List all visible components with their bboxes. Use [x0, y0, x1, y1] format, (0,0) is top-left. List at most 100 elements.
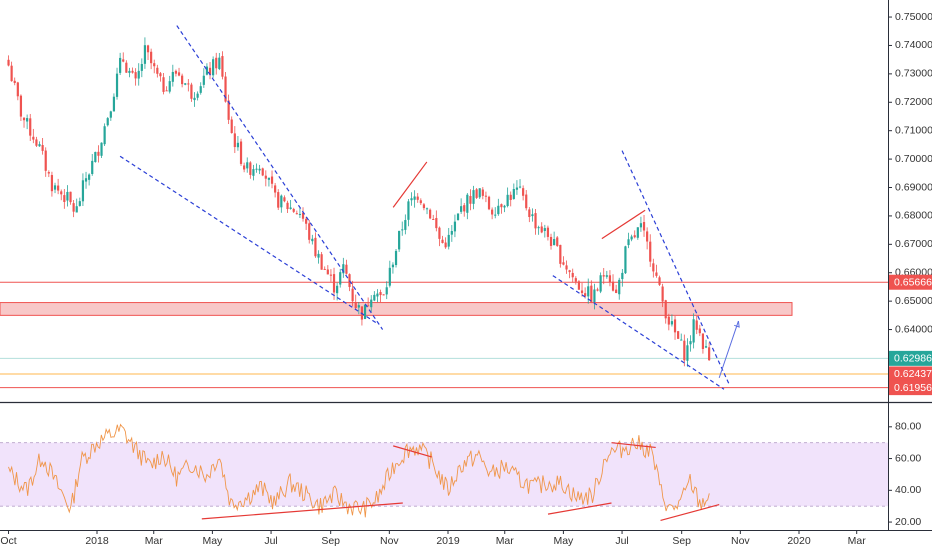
candle-body[interactable] [562, 262, 565, 265]
candle-body[interactable] [456, 213, 460, 221]
candle-body[interactable] [345, 264, 348, 274]
candle-body[interactable] [469, 196, 472, 204]
candle-body[interactable] [47, 172, 50, 174]
candle-body[interactable] [286, 202, 289, 210]
candle-body[interactable] [215, 57, 218, 69]
candle-body[interactable] [109, 111, 112, 118]
candle-body[interactable] [398, 230, 401, 250]
candle-body[interactable] [339, 272, 342, 285]
candle-body[interactable] [162, 77, 165, 92]
candle-body[interactable] [88, 174, 91, 180]
candle-body[interactable] [199, 86, 202, 93]
candle-body[interactable] [447, 234, 450, 247]
price-level-badge[interactable] [889, 274, 932, 290]
candle-body[interactable] [26, 118, 29, 122]
candle-body[interactable] [515, 187, 519, 190]
candle-body[interactable] [525, 194, 528, 209]
candle-body[interactable] [441, 239, 444, 244]
candle-body[interactable] [373, 294, 376, 301]
candle-body[interactable] [425, 208, 429, 210]
candle-body[interactable] [655, 272, 658, 276]
candle-body[interactable] [487, 196, 491, 210]
candle-body[interactable] [404, 220, 407, 230]
candle-body[interactable] [565, 265, 568, 270]
candle-body[interactable] [298, 213, 302, 215]
candle-body[interactable] [472, 190, 475, 204]
candle-body[interactable] [646, 231, 649, 242]
candle-body[interactable] [270, 176, 274, 184]
price-level-badge[interactable] [889, 366, 932, 382]
candle-body[interactable] [391, 264, 395, 268]
divergence-trendline[interactable] [601, 209, 646, 240]
candle-body[interactable] [348, 274, 351, 287]
candle-body[interactable] [528, 209, 531, 217]
candle-body[interactable] [230, 119, 233, 134]
candle-body[interactable] [252, 169, 255, 176]
candle-body[interactable] [146, 45, 150, 53]
candle-body[interactable] [512, 188, 515, 199]
candle-body[interactable] [227, 100, 230, 120]
candle-body[interactable] [633, 235, 636, 238]
candle-body[interactable] [680, 339, 683, 341]
candle-body[interactable] [81, 180, 85, 202]
candle-body[interactable] [584, 293, 587, 297]
candle-body[interactable] [72, 203, 75, 212]
candle-body[interactable] [112, 96, 116, 112]
candle-body[interactable] [407, 201, 410, 220]
candle-body[interactable] [153, 63, 156, 67]
candle-body[interactable] [537, 227, 540, 229]
candle-body[interactable] [351, 288, 354, 302]
candle-body[interactable] [388, 267, 391, 286]
candle-body[interactable] [450, 231, 453, 235]
candle-body[interactable] [221, 56, 224, 77]
rsi-pane[interactable] [0, 423, 888, 522]
candle-body[interactable] [413, 196, 416, 200]
channel-trendline[interactable] [119, 155, 379, 325]
candle-body[interactable] [60, 191, 63, 195]
candle-body[interactable] [376, 293, 379, 297]
candle-body[interactable] [664, 300, 667, 319]
candle-body[interactable] [317, 253, 320, 258]
candle-body[interactable] [137, 70, 140, 79]
candle-body[interactable] [140, 63, 143, 71]
candle-body[interactable] [94, 151, 97, 163]
candle-body[interactable] [255, 168, 258, 170]
candle-body[interactable] [134, 72, 137, 79]
candle-body[interactable] [491, 209, 494, 215]
candle-body[interactable] [602, 275, 605, 277]
candle-body[interactable] [587, 286, 590, 297]
candle-body[interactable] [128, 70, 131, 73]
candle-body[interactable] [323, 268, 326, 270]
rsi-divergence-trendline[interactable] [660, 504, 720, 522]
candle-body[interactable] [559, 244, 562, 264]
candle-body[interactable] [277, 192, 280, 208]
candle-body[interactable] [125, 62, 128, 73]
candle-body[interactable] [627, 239, 630, 246]
candle-body[interactable] [32, 136, 35, 140]
candle-body[interactable] [78, 201, 81, 206]
candle-body[interactable] [475, 189, 478, 198]
candle-body[interactable] [453, 221, 457, 232]
candle-body[interactable] [236, 142, 240, 148]
candle-body[interactable] [618, 279, 621, 295]
candle-body[interactable] [122, 59, 125, 62]
candle-body[interactable] [239, 141, 243, 164]
candle-body[interactable] [305, 218, 308, 224]
candle-body[interactable] [689, 341, 692, 345]
candle-body[interactable] [701, 333, 705, 349]
candle-body[interactable] [35, 139, 38, 146]
candle-body[interactable] [484, 195, 488, 197]
candle-body[interactable] [608, 275, 612, 283]
candle-body[interactable] [553, 239, 556, 246]
candle-body[interactable] [165, 90, 168, 92]
candle-body[interactable] [605, 275, 608, 277]
candle-body[interactable] [53, 185, 57, 190]
candle-body[interactable] [332, 274, 336, 293]
candle-body[interactable] [463, 205, 466, 212]
candle-body[interactable] [280, 195, 283, 208]
candle-body[interactable] [97, 151, 100, 156]
candle-body[interactable] [574, 278, 577, 282]
rsi-line[interactable] [8, 423, 710, 518]
candle-body[interactable] [156, 67, 159, 74]
